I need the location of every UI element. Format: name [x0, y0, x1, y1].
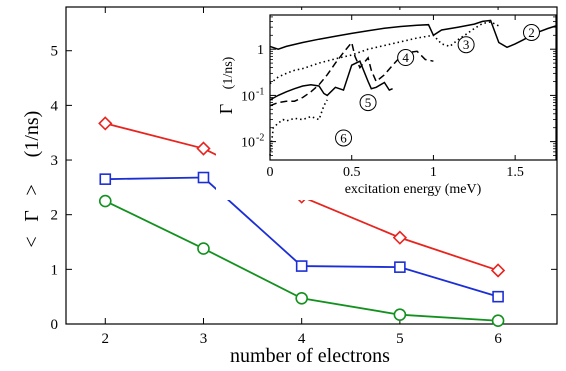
inset-curve-label-circle	[522, 23, 540, 41]
circle-marker	[393, 308, 407, 322]
main-x-tick-label: 4	[298, 331, 306, 347]
main-y-tick-label: 4	[51, 98, 59, 114]
main-y-label-close-bracket: >	[21, 184, 43, 195]
inset-x-tick-label: 0.5	[343, 165, 361, 180]
inset-y-tick-label: 10	[241, 136, 255, 151]
circle-marker	[197, 242, 210, 255]
square-marker	[394, 261, 406, 273]
inset-curve-label: 3	[463, 37, 470, 52]
main-x-tick-label: 6	[494, 331, 502, 347]
inset-x-tick-label: 1.5	[506, 165, 524, 180]
main-x-tick-label: 2	[102, 331, 110, 347]
circle-marker	[98, 194, 112, 208]
main-y-label-open-bracket: <	[21, 236, 43, 247]
main-y-tick-label: 0	[51, 317, 59, 333]
inset-curve-6	[269, 99, 328, 156]
diamond-marker	[490, 263, 506, 278]
circle-marker	[491, 314, 505, 328]
inset-y-tick-exponent: -2	[256, 133, 264, 144]
inset-curve-label: 6	[340, 130, 347, 145]
inset-y-label-gamma: Γ	[216, 104, 236, 114]
main-y-axis-label: < Γ > (1/ns)	[21, 111, 43, 248]
main-x-tick-label: 5	[396, 331, 404, 347]
inset-series-group: 2 3 4 5 6	[269, 19, 557, 156]
main-y-label-unit: (1/ns)	[21, 111, 43, 158]
inset-axis-ticks: 0 0.5 1 1.510 -210 -11	[241, 15, 556, 180]
square-marker	[99, 173, 112, 185]
main-y-label-gamma: Γ	[21, 210, 43, 222]
inset-curve-5	[269, 60, 393, 101]
main-y-tick-label: 1	[51, 262, 59, 278]
diamond-marker	[392, 230, 408, 245]
inset-y-tick-label: 1	[257, 43, 264, 58]
inset-curve-label: 5	[365, 95, 372, 110]
inset-y-tick-label: 10	[241, 89, 255, 104]
inset-y-label-unit: (1/ns)	[221, 56, 236, 89]
main-y-tick-label: 5	[51, 44, 59, 60]
inset-y-tick-exponent: -1	[256, 86, 264, 97]
square-marker	[295, 260, 308, 272]
inset-plot-frame	[269, 14, 557, 161]
main-y-tick-label: 2	[51, 208, 59, 224]
square-marker	[492, 290, 504, 303]
square-marker	[197, 171, 210, 184]
inset-curve-label: 4	[402, 50, 409, 65]
inset-curve-label-circle	[359, 94, 377, 112]
diamond-marker	[98, 116, 113, 131]
inset-curve-label: 2	[528, 25, 535, 40]
inset-x-tick-label: 1	[430, 165, 437, 180]
inset-curve-label-circle	[457, 36, 475, 54]
inset-curve-2	[269, 19, 557, 50]
inset-curve-label-circle	[397, 49, 415, 67]
main-y-tick-label: 3	[51, 153, 59, 169]
inset-x-axis-label: excitation energy (meV)	[345, 182, 482, 197]
main-x-tick-label: 3	[200, 331, 208, 347]
main-plot-frame	[65, 6, 558, 325]
diamond-marker	[196, 141, 211, 156]
inset-y-axis-label: Γ (1/ns)	[216, 56, 236, 114]
circle-marker	[295, 292, 308, 305]
inset-x-tick-label: 0	[267, 165, 274, 180]
main-x-axis-label: number of electrons	[230, 345, 390, 367]
inset-curve-label-circle	[335, 129, 353, 147]
main-chart: 2 3 4 5 6 0 1 2 3 4 5 number of electrons < Γ > (1…	[21, 6, 558, 367]
